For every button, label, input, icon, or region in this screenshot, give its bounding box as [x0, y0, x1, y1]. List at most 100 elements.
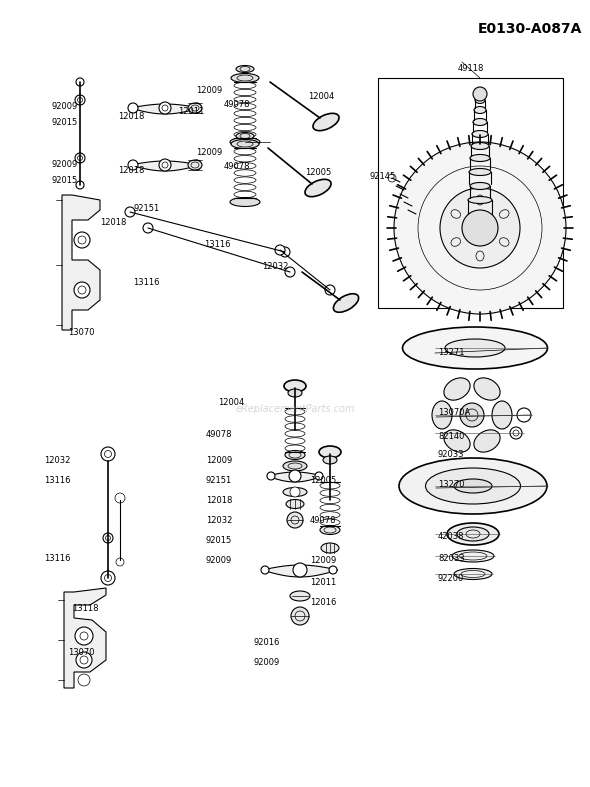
- Polygon shape: [262, 565, 338, 577]
- Circle shape: [510, 427, 522, 439]
- Text: 12018: 12018: [118, 166, 145, 175]
- Ellipse shape: [188, 103, 202, 113]
- Ellipse shape: [290, 591, 310, 601]
- Text: 49118: 49118: [458, 64, 484, 73]
- Circle shape: [280, 247, 290, 257]
- Text: 12004: 12004: [218, 398, 244, 407]
- Circle shape: [329, 566, 337, 574]
- Text: 13116: 13116: [204, 240, 231, 249]
- Ellipse shape: [236, 132, 254, 139]
- Text: 13116: 13116: [133, 278, 159, 287]
- Text: eReplacementParts.com: eReplacementParts.com: [235, 405, 355, 414]
- Ellipse shape: [399, 458, 547, 514]
- Circle shape: [101, 571, 115, 585]
- Text: 12009: 12009: [196, 148, 222, 157]
- Ellipse shape: [474, 378, 500, 400]
- Text: 49078: 49078: [310, 516, 336, 525]
- Text: 12018: 12018: [100, 218, 126, 227]
- Ellipse shape: [469, 168, 491, 176]
- Text: 12009: 12009: [196, 86, 222, 95]
- Text: 92009: 92009: [254, 658, 280, 667]
- Ellipse shape: [475, 97, 485, 104]
- Circle shape: [116, 558, 124, 566]
- Text: 92015: 92015: [52, 118, 78, 127]
- Text: 92016: 92016: [254, 638, 280, 647]
- Text: 13118: 13118: [72, 604, 99, 613]
- Ellipse shape: [313, 113, 339, 131]
- Circle shape: [128, 103, 138, 113]
- Ellipse shape: [470, 183, 490, 190]
- Ellipse shape: [231, 73, 259, 83]
- Ellipse shape: [319, 446, 341, 458]
- Circle shape: [290, 487, 300, 497]
- Circle shape: [462, 210, 498, 246]
- Circle shape: [159, 102, 171, 114]
- Circle shape: [289, 470, 301, 482]
- Circle shape: [394, 142, 566, 314]
- Ellipse shape: [457, 527, 489, 541]
- Circle shape: [275, 245, 285, 255]
- Ellipse shape: [452, 550, 494, 562]
- Ellipse shape: [472, 131, 488, 138]
- Text: 92009: 92009: [52, 102, 78, 111]
- Bar: [378, 78, 563, 308]
- Ellipse shape: [471, 142, 489, 150]
- Circle shape: [261, 566, 269, 574]
- Circle shape: [440, 188, 520, 268]
- Ellipse shape: [402, 327, 548, 369]
- Ellipse shape: [432, 401, 452, 429]
- Circle shape: [267, 472, 275, 480]
- Ellipse shape: [473, 119, 487, 125]
- Text: 82140: 82140: [438, 432, 464, 441]
- Circle shape: [325, 285, 335, 295]
- Circle shape: [128, 160, 138, 170]
- Ellipse shape: [230, 198, 260, 206]
- Circle shape: [388, 174, 396, 182]
- Text: 12018: 12018: [206, 496, 232, 505]
- Text: 92151: 92151: [206, 476, 232, 485]
- Ellipse shape: [474, 430, 500, 452]
- Ellipse shape: [321, 543, 339, 553]
- Text: 13271: 13271: [438, 348, 464, 357]
- Text: 12032: 12032: [44, 456, 70, 465]
- Text: 12032: 12032: [206, 516, 232, 525]
- Text: 12032: 12032: [262, 262, 289, 271]
- Circle shape: [473, 87, 487, 101]
- Circle shape: [287, 512, 303, 528]
- Text: 92009: 92009: [206, 556, 232, 565]
- Ellipse shape: [444, 430, 470, 452]
- Ellipse shape: [230, 138, 260, 146]
- Circle shape: [78, 674, 90, 686]
- Ellipse shape: [286, 500, 304, 508]
- Ellipse shape: [236, 65, 254, 72]
- Circle shape: [74, 232, 90, 248]
- Ellipse shape: [231, 139, 259, 149]
- Circle shape: [143, 223, 153, 233]
- Text: 92200: 92200: [438, 574, 464, 583]
- Text: 92015: 92015: [206, 536, 232, 545]
- Ellipse shape: [188, 160, 202, 170]
- Circle shape: [101, 447, 115, 461]
- Text: 92009: 92009: [52, 160, 78, 169]
- Polygon shape: [62, 195, 100, 330]
- Ellipse shape: [474, 106, 486, 113]
- Ellipse shape: [425, 468, 520, 504]
- Text: 12005: 12005: [305, 168, 331, 177]
- Circle shape: [293, 563, 307, 577]
- Circle shape: [162, 162, 168, 168]
- Ellipse shape: [454, 568, 492, 579]
- Circle shape: [103, 533, 113, 543]
- Ellipse shape: [333, 294, 359, 312]
- Text: 12016: 12016: [310, 598, 336, 607]
- Text: 42038: 42038: [438, 532, 464, 541]
- Text: 12009: 12009: [206, 456, 232, 465]
- Text: 92145: 92145: [370, 172, 396, 181]
- Text: 92015: 92015: [52, 176, 78, 185]
- Ellipse shape: [492, 401, 512, 429]
- Text: 13070: 13070: [68, 328, 94, 337]
- Text: 49078: 49078: [206, 430, 232, 439]
- Ellipse shape: [285, 450, 305, 460]
- Text: 12009: 12009: [310, 556, 336, 565]
- Ellipse shape: [447, 523, 499, 545]
- Text: E0130-A087A: E0130-A087A: [478, 22, 582, 36]
